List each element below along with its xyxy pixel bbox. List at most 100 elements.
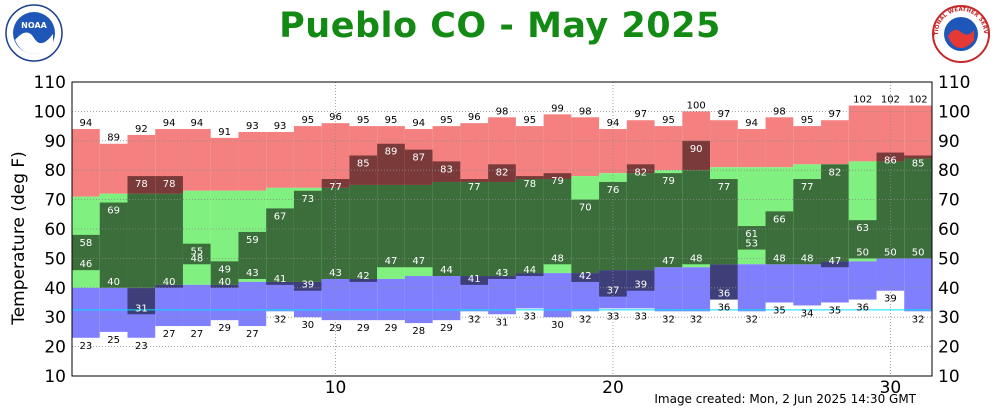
observed-high-label: 58 [80, 238, 93, 249]
record-high-label: 98 [773, 106, 786, 117]
record-high-label: 95 [523, 115, 536, 126]
observed-low-label: 50 [912, 247, 925, 258]
record-low-label: 35 [773, 306, 786, 317]
observed-temp-bar [543, 173, 572, 180]
y-tick-label-left: 100 [34, 102, 66, 122]
observed-temp-bar [210, 261, 239, 285]
observed-low-label: 40 [218, 277, 231, 288]
observed-high-label: 76 [607, 185, 620, 196]
observed-low-label: 50 [884, 247, 897, 258]
record-high-label: 98 [496, 106, 509, 117]
record-low-label: 33 [634, 311, 647, 322]
observed-temp-bar [321, 179, 350, 188]
y-tick-label-left: 80 [44, 161, 66, 181]
y-tick-label-right: 100 [938, 102, 970, 122]
record-high-label: 95 [662, 115, 675, 126]
observed-low-label: 53 [745, 239, 758, 250]
observed-temp-bar [266, 281, 294, 285]
y-tick-label-right: 20 [938, 338, 960, 358]
record-high-band [543, 114, 572, 180]
observed-temp-bar [460, 179, 489, 182]
observed-high-label: 89 [385, 147, 398, 158]
observed-temp-bar [488, 164, 516, 182]
record-low-label: 31 [496, 317, 509, 328]
record-high-label: 98 [579, 106, 592, 117]
observed-low-label: 41 [468, 274, 481, 285]
record-low-band [155, 284, 183, 327]
record-high-band [571, 117, 600, 177]
y-tick-label-right: 50 [938, 249, 960, 269]
observed-temp-bar [432, 161, 461, 182]
observed-high-label: 77 [718, 182, 731, 193]
record-high-label: 95 [357, 115, 370, 126]
record-low-band [377, 278, 405, 321]
record-low-band [793, 264, 822, 306]
observed-temp-bar [321, 187, 350, 279]
observed-high-label: 55 [190, 247, 203, 258]
record-low-band [682, 267, 711, 312]
record-high-label: 93 [274, 121, 287, 132]
observed-high-label: 59 [246, 235, 259, 246]
observed-low-label: 42 [579, 271, 592, 282]
y-tick-label-left: 50 [44, 249, 66, 269]
record-high-label: 97 [634, 109, 647, 120]
record-high-band [904, 105, 932, 159]
observed-low-label: 36 [718, 289, 731, 300]
record-high-label: 94 [80, 118, 93, 129]
observed-high-label: 78 [163, 179, 176, 190]
observed-temp-bar [904, 158, 932, 259]
x-tick-label: 30 [880, 378, 902, 398]
observed-temp-bar [737, 226, 766, 250]
observed-temp-bar [626, 270, 655, 291]
record-high-band [72, 129, 100, 197]
observed-temp-bar [488, 276, 516, 279]
record-high-label: 89 [107, 133, 120, 144]
y-tick-label-left: 70 [44, 191, 66, 211]
image-created-timestamp: Image created: Mon, 2 Jun 2025 14:30 GMT [654, 392, 916, 406]
observed-high-label: 86 [884, 156, 897, 167]
observed-low-label: 47 [412, 256, 425, 267]
record-low-label: 29 [440, 323, 453, 334]
observed-temp-bar [127, 176, 156, 194]
record-high-band [710, 120, 738, 168]
normal-range-band [737, 167, 766, 265]
observed-temp-bar [848, 220, 877, 259]
observed-temp-bar [821, 261, 849, 268]
record-low-label: 27 [190, 329, 203, 340]
record-low-label: 32 [274, 314, 287, 325]
observed-high-label: 73 [301, 194, 314, 205]
record-low-label: 32 [690, 314, 703, 325]
y-tick-label-left: 60 [44, 220, 66, 240]
record-low-band [488, 276, 516, 315]
record-low-label: 33 [523, 311, 536, 322]
observed-high-label: 87 [412, 153, 425, 164]
observed-high-label: 85 [912, 159, 925, 170]
observed-temp-bar [99, 202, 128, 288]
nws-logo: NATIONAL WEATHER SERVICE [928, 4, 990, 63]
observed-temp-bar [266, 208, 294, 282]
observed-low-label: 47 [662, 256, 675, 267]
record-low-band [737, 264, 766, 312]
observed-low-label: 43 [329, 268, 342, 279]
observed-high-label: 78 [523, 179, 536, 190]
observed-high-label: 90 [690, 144, 703, 155]
record-high-band [737, 129, 766, 168]
record-low-label: 30 [551, 320, 564, 331]
record-high-band [793, 126, 822, 165]
observed-low-label: 47 [385, 256, 398, 267]
record-low-label: 23 [80, 341, 93, 352]
record-high-band [99, 143, 128, 194]
observed-high-label: 70 [579, 203, 592, 214]
record-high-label: 99 [551, 103, 564, 114]
observed-temp-bar [377, 184, 405, 268]
record-low-band [904, 258, 932, 312]
record-high-band [266, 131, 294, 188]
observed-low-label: 48 [190, 253, 203, 264]
record-low-label: 29 [357, 323, 370, 334]
observed-temp-bar [238, 231, 267, 279]
record-high-label: 94 [163, 118, 176, 129]
record-high-band [654, 126, 683, 171]
y-tick-label-right: 70 [938, 191, 960, 211]
observed-low-label: 48 [801, 253, 814, 264]
observed-temp-bar [821, 164, 849, 262]
